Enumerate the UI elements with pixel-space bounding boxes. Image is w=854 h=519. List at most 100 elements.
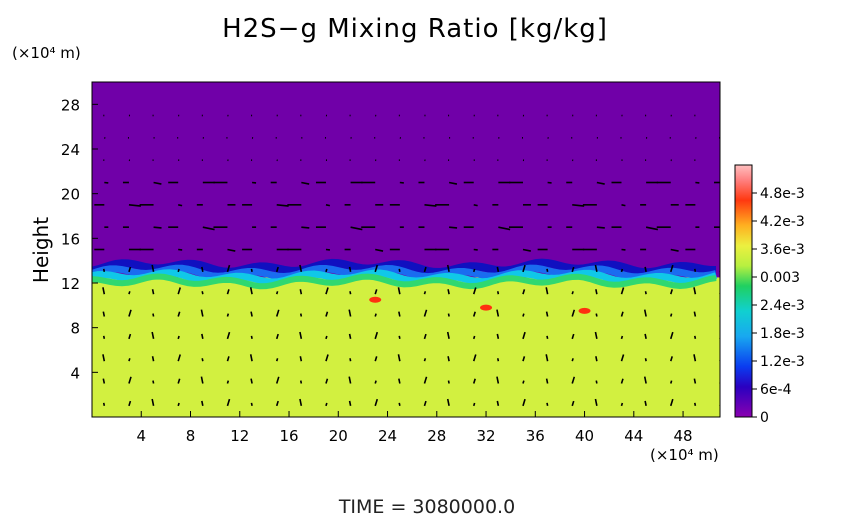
- wind-vector: [447, 313, 450, 317]
- wind-vector: [472, 287, 477, 295]
- wind-vector: [299, 331, 303, 339]
- wind-vector: [348, 400, 352, 406]
- wind-vector: [669, 398, 674, 407]
- wind-vector: [693, 402, 697, 406]
- wind-vector: [643, 309, 647, 317]
- wind-vector: [226, 356, 230, 362]
- wind-vector: [102, 268, 106, 272]
- wind-vector: [325, 354, 329, 362]
- wind-vector: [620, 311, 624, 317]
- wind-vector: [299, 289, 303, 295]
- wind-vector: [275, 266, 279, 273]
- wind-vector: [325, 311, 329, 317]
- wind-vector: [594, 264, 598, 272]
- wind-vector: [151, 331, 155, 339]
- x-tick-label: 8: [186, 427, 196, 445]
- wind-vector: [398, 268, 401, 272]
- wind-vector: [177, 311, 181, 317]
- interface-band: [92, 269, 718, 286]
- wind-vector: [472, 311, 476, 317]
- colorbar-label: 0: [760, 410, 769, 426]
- wind-vector: [447, 380, 450, 384]
- wind-vector: [571, 333, 575, 340]
- wind-vector: [496, 266, 500, 272]
- wind-vector: [374, 356, 378, 362]
- wind-vector: [595, 313, 598, 317]
- wind-vector: [594, 398, 598, 406]
- wind-vector: [275, 291, 279, 295]
- wind-vector: [348, 333, 352, 339]
- wind-vector: [693, 378, 697, 384]
- wind-vector: [449, 226, 458, 229]
- wind-vector: [226, 398, 231, 407]
- wind-vector: [693, 335, 697, 339]
- wind-vector: [595, 380, 598, 384]
- wind-vector: [397, 287, 401, 295]
- wind-vector: [669, 380, 673, 384]
- field-layer: [92, 82, 720, 417]
- wind-vector: [644, 333, 647, 339]
- wind-vector: [472, 268, 476, 273]
- wind-vector: [522, 313, 525, 317]
- wind-vector: [424, 204, 437, 207]
- wind-vector: [250, 378, 253, 384]
- wind-vector: [423, 266, 427, 273]
- wind-vector: [496, 291, 500, 295]
- wind-vector: [621, 204, 626, 207]
- wind-vector: [423, 309, 428, 317]
- wind-vector: [545, 311, 549, 317]
- wind-vector: [423, 400, 427, 407]
- wind-vector: [496, 358, 500, 362]
- wind-vector: [374, 331, 379, 340]
- wind-vector: [200, 309, 204, 317]
- wind-vector: [693, 354, 697, 362]
- wind-vector: [522, 380, 525, 384]
- wind-vector: [693, 287, 697, 295]
- x-tick-label: 16: [279, 427, 298, 445]
- wind-vector: [250, 335, 253, 339]
- wind-vector: [398, 335, 401, 339]
- wind-vector: [446, 331, 450, 339]
- wind-vector: [644, 358, 647, 362]
- wind-vector: [128, 358, 131, 362]
- interface-band: [92, 258, 716, 277]
- wind-vector: [128, 266, 132, 273]
- y-tick-label: 20: [61, 186, 80, 204]
- y-tick-label: 8: [70, 320, 80, 338]
- wind-vector: [398, 311, 401, 317]
- x-axis-unit: (×10⁴ m): [650, 446, 719, 464]
- wind-vector: [546, 335, 549, 339]
- plot-frame: [91, 81, 721, 418]
- wind-vector: [374, 289, 378, 295]
- wind-vector: [522, 289, 526, 295]
- x-tick-label: 4: [136, 427, 146, 445]
- wind-vector: [397, 354, 401, 362]
- wind-vector: [472, 402, 476, 407]
- wind-vector: [299, 356, 303, 362]
- wind-vector: [201, 400, 204, 406]
- wind-vector: [349, 358, 352, 362]
- wind-vector: [226, 331, 231, 340]
- wind-vector: [693, 268, 697, 272]
- wind-vector: [596, 226, 605, 229]
- wind-vector: [325, 204, 331, 207]
- x-tick-label: 24: [378, 427, 397, 445]
- wind-vector: [227, 248, 236, 252]
- wind-vector: [669, 356, 673, 362]
- wind-vector: [128, 291, 131, 295]
- wind-vector: [571, 266, 575, 273]
- x-tick-label: 20: [329, 427, 348, 445]
- wind-vector: [275, 376, 280, 384]
- wind-vector: [644, 400, 647, 406]
- wind-vector: [299, 264, 303, 272]
- wind-vector: [299, 380, 303, 384]
- wind-vector: [595, 356, 598, 362]
- wind-vector: [522, 331, 526, 340]
- wind-vector: [545, 354, 549, 362]
- wind-vector: [448, 181, 458, 185]
- colorbar-label: 1.8e-3: [760, 326, 805, 342]
- wind-vector: [669, 331, 674, 340]
- wind-vector: [201, 333, 204, 339]
- wind-vector: [301, 181, 310, 185]
